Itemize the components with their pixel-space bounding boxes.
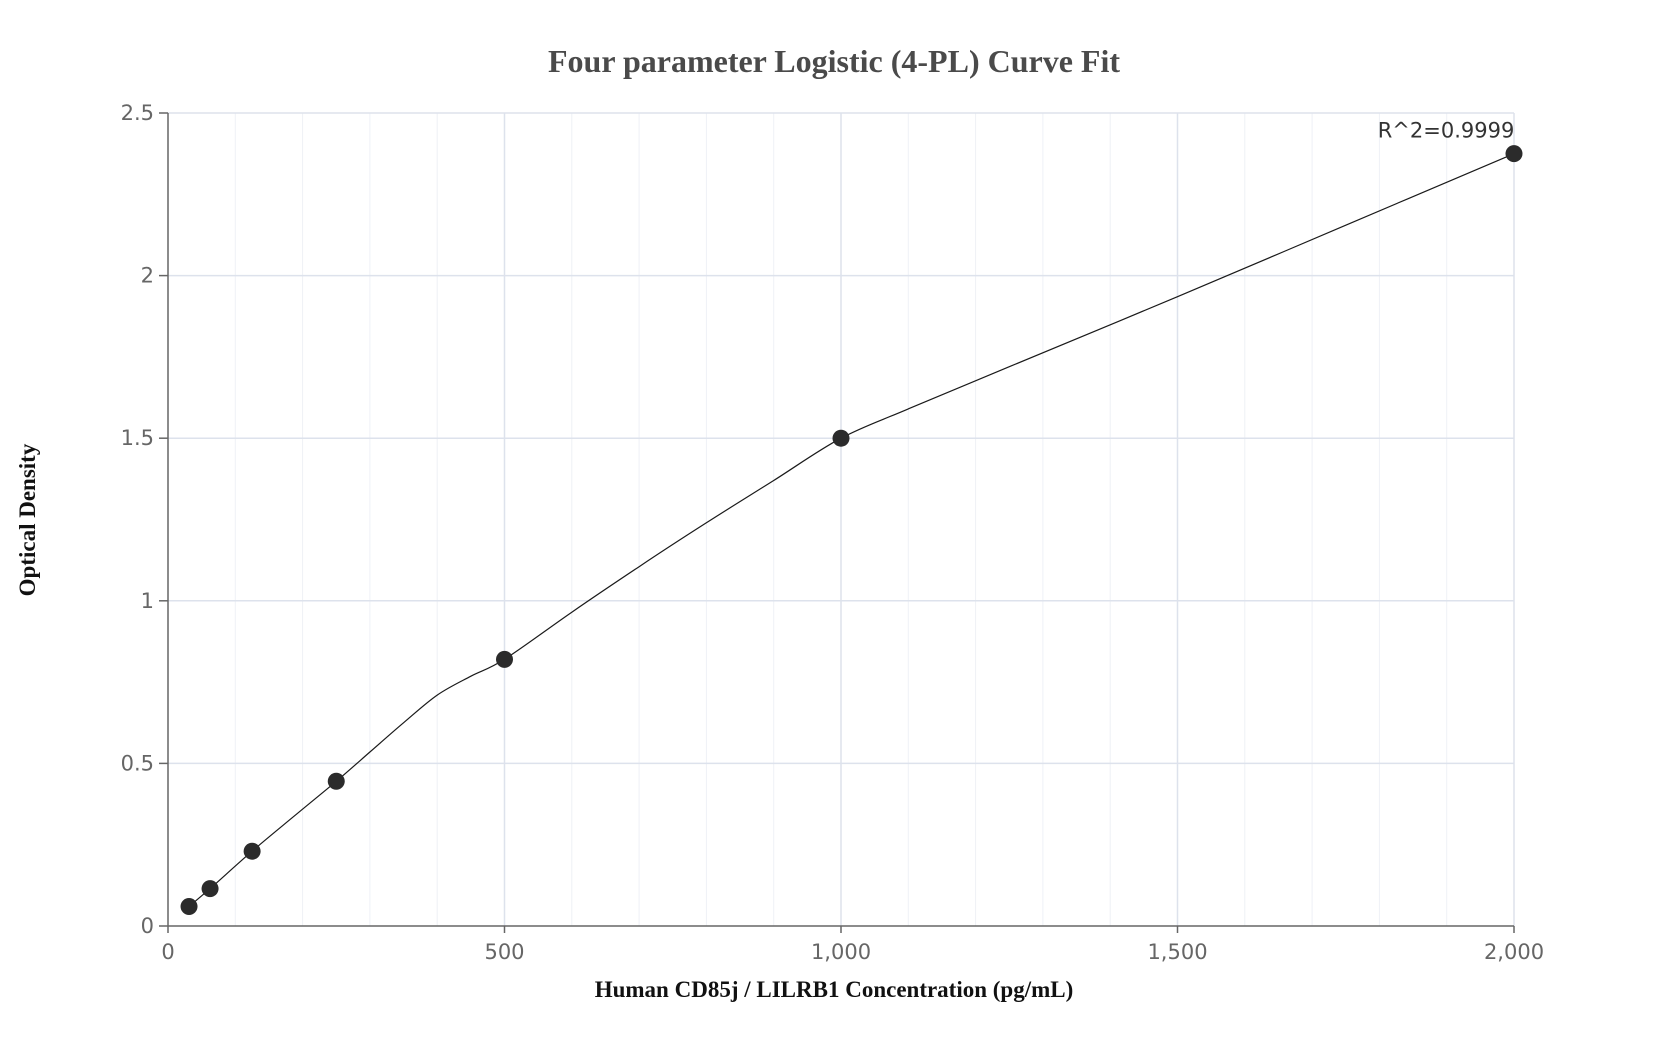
y-tick-label: 2.5 — [121, 101, 154, 125]
data-point — [243, 842, 261, 860]
x-tick-label: 2,000 — [1484, 940, 1544, 964]
x-tick-label: 0 — [161, 940, 174, 964]
x-tick-label: 1,500 — [1147, 940, 1207, 964]
data-point — [496, 650, 513, 668]
fit-curve — [188, 153, 1515, 907]
y-tick-labels: 0 0.5 1 1.5 2 2.5 — [121, 101, 154, 938]
data-point — [327, 772, 345, 790]
data-point — [832, 429, 850, 447]
y-tick-label: 0 — [141, 914, 154, 938]
y-tick-label: 1 — [141, 589, 154, 613]
y-axis-title: Optical Density — [15, 443, 40, 596]
fit-curve-layer — [188, 153, 1515, 907]
grid — [168, 112, 1515, 926]
x-tick-label: 500 — [484, 940, 524, 964]
y-tick-label: 0.5 — [121, 751, 154, 775]
data-point — [1505, 145, 1523, 163]
x-tick-labels: 0 500 1,000 1,500 2,000 — [161, 940, 1544, 964]
x-tick-label: 1,000 — [811, 940, 871, 964]
r-squared-annotation: R^2=0.9999 — [1378, 119, 1515, 143]
axes — [159, 112, 1515, 933]
data-point — [180, 897, 198, 915]
x-axis-title: Human CD85j / LILRB1 Concentration (pg/m… — [595, 977, 1074, 1002]
y-tick-label: 1.5 — [121, 426, 154, 450]
data-point — [201, 880, 219, 898]
y-tick-label: 2 — [141, 264, 154, 288]
data-points — [180, 145, 1523, 915]
chart-title: Four parameter Logistic (4-PL) Curve Fit — [548, 43, 1120, 79]
